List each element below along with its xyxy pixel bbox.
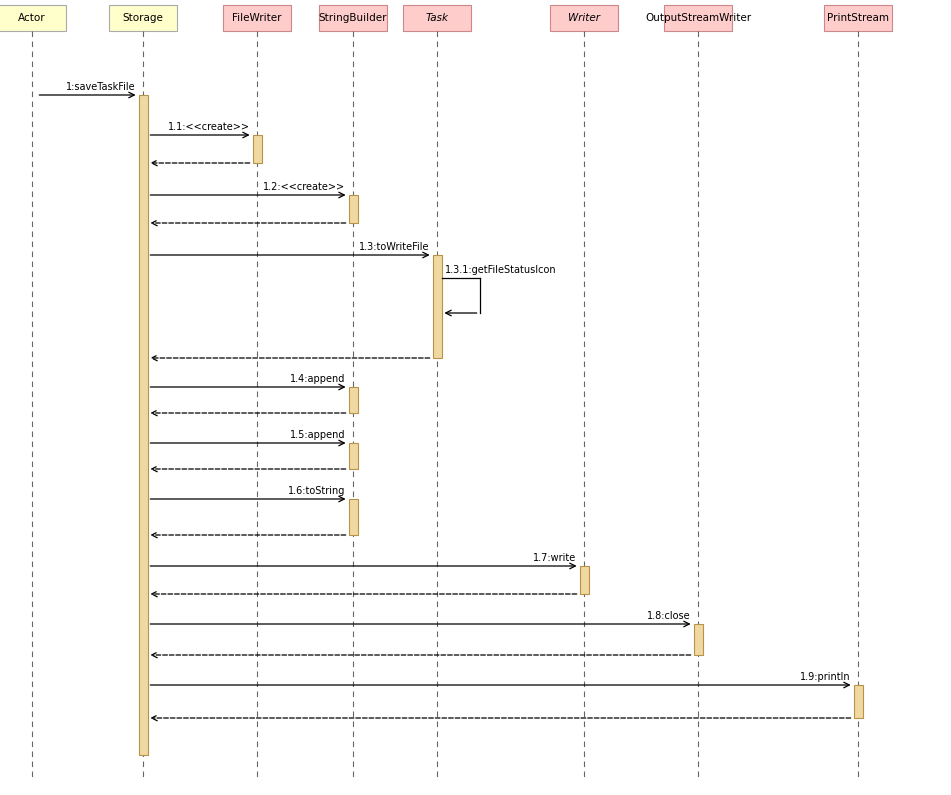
Bar: [319, 5, 387, 31]
Bar: [824, 5, 892, 31]
Text: 1.5:append: 1.5:append: [290, 430, 345, 440]
Text: Writer: Writer: [568, 13, 600, 23]
Bar: [853, 685, 863, 718]
Text: PrintStream: PrintStream: [827, 13, 889, 23]
Bar: [433, 255, 441, 358]
Text: 1.7:write: 1.7:write: [534, 553, 576, 563]
Bar: [403, 5, 471, 31]
Bar: [693, 624, 703, 655]
Text: 1.1:<<create>>: 1.1:<<create>>: [167, 122, 249, 132]
Text: 1.6:toString: 1.6:toString: [288, 486, 345, 496]
Bar: [664, 5, 732, 31]
Bar: [550, 5, 618, 31]
Bar: [109, 5, 177, 31]
Bar: [223, 5, 291, 31]
Text: Task: Task: [425, 13, 449, 23]
Text: 1.2:<<create>>: 1.2:<<create>>: [263, 182, 345, 192]
Bar: [139, 95, 147, 755]
Text: 1:saveTaskFile: 1:saveTaskFile: [66, 82, 135, 92]
Text: 1.9:println: 1.9:println: [800, 672, 850, 682]
Bar: [0, 5, 66, 31]
Bar: [348, 443, 358, 469]
Text: StringBuilder: StringBuilder: [319, 13, 387, 23]
Text: 1.3.1:getFileStatusIcon: 1.3.1:getFileStatusIcon: [444, 265, 556, 275]
Bar: [348, 499, 358, 535]
Text: 1.4:append: 1.4:append: [290, 374, 345, 384]
Text: Storage: Storage: [123, 13, 164, 23]
Bar: [253, 135, 262, 163]
Bar: [579, 566, 589, 594]
Text: Actor: Actor: [18, 13, 46, 23]
Text: 1.8:close: 1.8:close: [647, 611, 690, 621]
Text: OutputStreamWriter: OutputStreamWriter: [645, 13, 751, 23]
Text: 1.3:toWriteFile: 1.3:toWriteFile: [359, 242, 430, 252]
Bar: [348, 195, 358, 223]
Text: FileWriter: FileWriter: [232, 13, 281, 23]
Bar: [348, 387, 358, 413]
